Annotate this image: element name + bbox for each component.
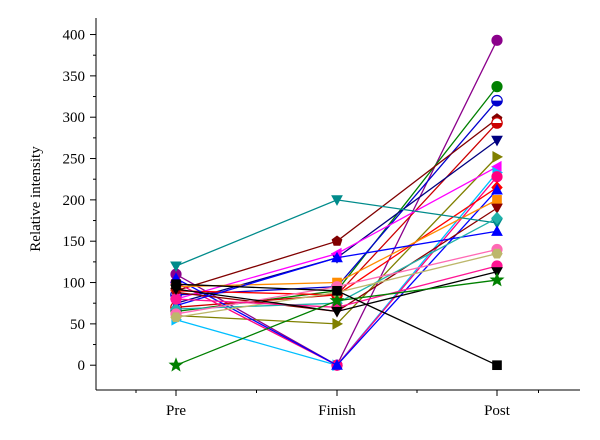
data-point-marker	[168, 357, 184, 372]
y-tick-label: 400	[63, 28, 86, 44]
data-point-marker	[170, 312, 182, 323]
y-tick-label: 350	[63, 69, 86, 85]
x-tick-label: Finish	[318, 403, 356, 419]
series-23	[171, 279, 502, 371]
y-tick-label: 150	[63, 234, 86, 250]
data-point-marker	[491, 211, 503, 225]
series-line	[175, 176, 498, 367]
y-tick-label: 0	[78, 358, 86, 374]
data-point-marker	[329, 292, 345, 308]
data-point-marker	[492, 195, 502, 205]
data-point-marker	[171, 279, 181, 290]
data-point-marker	[492, 151, 504, 163]
data-point-marker	[331, 359, 343, 370]
y-tick-label: 200	[63, 193, 86, 209]
data-point-marker	[491, 171, 503, 183]
data-point-marker	[170, 261, 182, 273]
data-point-marker	[491, 135, 503, 147]
data-point-marker	[331, 235, 343, 246]
y-tick-label: 100	[63, 276, 86, 292]
y-axis-title: Relative intensity	[28, 146, 44, 252]
y-tick-label: 300	[63, 110, 86, 126]
data-point-marker	[489, 272, 505, 287]
data-point-marker	[491, 81, 503, 93]
axes: 0 50 100 150 200 250 300 350 400 Pre Finish Post	[63, 18, 580, 419]
y-tick-label: 250	[63, 152, 86, 168]
data-point-marker	[491, 225, 503, 236]
data-point-marker	[331, 306, 343, 318]
data-point-marker	[491, 203, 503, 215]
data-point-marker	[491, 183, 503, 195]
x-tick-label: Post	[484, 403, 511, 419]
data-point-marker-fill	[491, 122, 503, 129]
data-point-marker	[170, 293, 182, 305]
data-point-marker	[331, 251, 343, 263]
data-point-marker	[331, 195, 343, 206]
data-point-marker	[491, 34, 503, 46]
series-layer	[168, 34, 505, 372]
data-point-marker	[332, 317, 344, 330]
series-22	[168, 272, 505, 372]
data-point-marker	[332, 285, 342, 296]
data-point-marker	[491, 248, 503, 259]
axis-labels: Relative intensity	[28, 146, 44, 252]
data-point-marker-fill	[491, 100, 503, 106]
y-tick-label: 50	[70, 317, 85, 333]
x-tick-label: Pre	[166, 403, 186, 419]
data-point-marker	[492, 360, 502, 371]
